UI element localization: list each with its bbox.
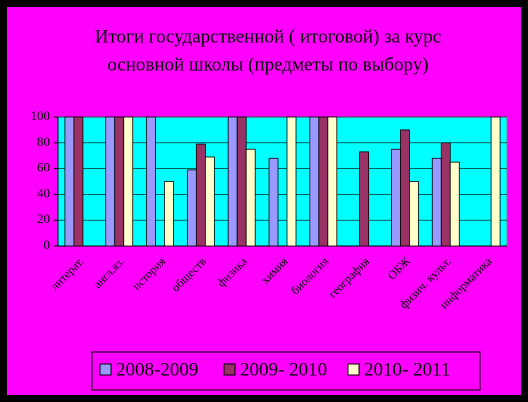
bar bbox=[286, 116, 297, 247]
legend-label: 2008-2009 bbox=[116, 359, 198, 380]
bar bbox=[318, 116, 329, 247]
bar bbox=[114, 116, 125, 247]
bar bbox=[327, 116, 338, 247]
bar bbox=[123, 116, 134, 247]
y-tick-label: 100 bbox=[31, 108, 51, 123]
bar bbox=[409, 181, 419, 247]
chart-title: основной школы (предметы по выбору) bbox=[107, 54, 428, 75]
bar bbox=[245, 148, 256, 247]
bar bbox=[431, 157, 442, 247]
bar bbox=[227, 116, 238, 247]
bar bbox=[309, 116, 320, 247]
legend-label: 2010- 2011 bbox=[364, 359, 450, 380]
legend-label: 2009- 2010 bbox=[240, 359, 327, 380]
bar bbox=[268, 157, 279, 247]
y-tick-label: 40 bbox=[37, 185, 50, 200]
legend-swatch bbox=[99, 363, 112, 376]
bar bbox=[490, 116, 501, 247]
bar bbox=[105, 116, 116, 247]
y-tick-label: 20 bbox=[37, 211, 50, 226]
legend-swatch bbox=[347, 363, 360, 376]
bar bbox=[73, 116, 84, 247]
chart-title: Итоги государственной ( итоговой) за кур… bbox=[95, 26, 441, 47]
y-tick-label: 60 bbox=[37, 160, 50, 175]
legend-swatch bbox=[223, 363, 236, 376]
bar bbox=[440, 142, 451, 247]
bar bbox=[449, 161, 460, 247]
bar bbox=[164, 181, 174, 247]
y-tick-label: 80 bbox=[37, 134, 50, 149]
legend bbox=[91, 351, 481, 391]
bar bbox=[64, 116, 75, 247]
bar bbox=[236, 116, 247, 247]
bar bbox=[146, 116, 156, 247]
bar bbox=[391, 148, 401, 247]
bar bbox=[400, 129, 410, 247]
bar bbox=[359, 151, 370, 247]
bar bbox=[186, 169, 197, 247]
bar bbox=[195, 143, 206, 247]
bar bbox=[204, 156, 215, 247]
y-tick-label: 0 bbox=[44, 237, 51, 252]
